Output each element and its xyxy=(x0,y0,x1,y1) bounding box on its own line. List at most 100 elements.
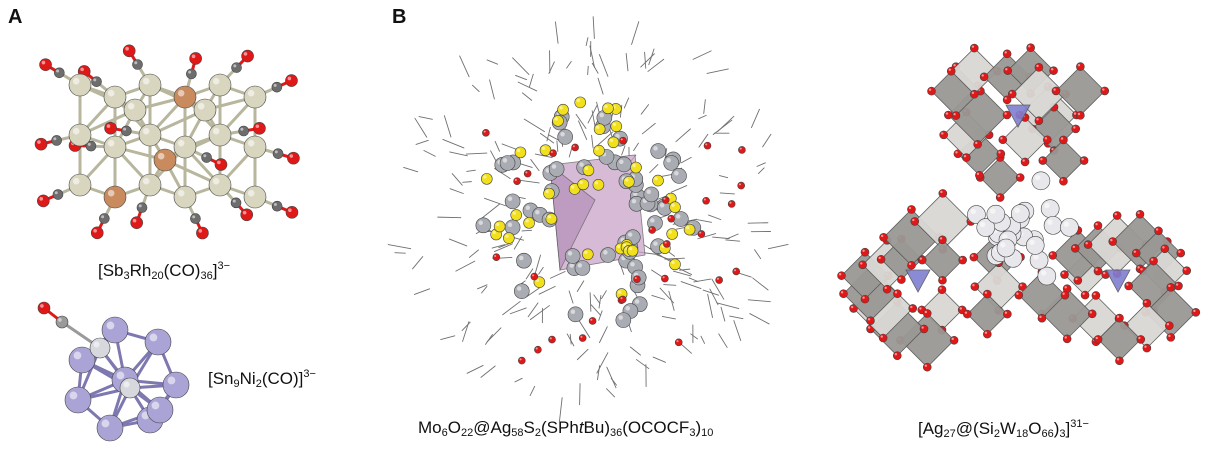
oxygen-atom-highlight xyxy=(705,143,707,145)
ligand-bond xyxy=(763,134,771,147)
oxygen-atom xyxy=(1050,67,1058,75)
oxygen-atom-highlight xyxy=(868,318,870,320)
sulfur-atom-highlight xyxy=(595,147,598,150)
oxygen-atom-highlight xyxy=(1018,175,1020,177)
oxygen-atom-highlight xyxy=(1020,284,1022,286)
oxygen-atom xyxy=(531,273,538,280)
antimony-atom xyxy=(104,186,126,208)
oxygen-atom-highlight xyxy=(899,277,901,279)
oxygen-atom-highlight xyxy=(925,311,927,313)
oxygen-atom-highlight xyxy=(729,202,731,204)
oxygen-atom xyxy=(1183,267,1191,275)
oxygen-atom-highlight xyxy=(243,211,247,215)
oxygen-atom-highlight xyxy=(1096,337,1098,339)
oxygen-atom-highlight xyxy=(946,112,948,114)
carbon-atom-highlight xyxy=(53,137,56,140)
rhodium-atom xyxy=(124,99,146,121)
oxygen-atom-highlight xyxy=(676,340,678,342)
oxygen-atom xyxy=(880,233,888,241)
oxygen-atom xyxy=(704,142,711,149)
ligand-bond xyxy=(510,308,526,314)
oxygen-atom xyxy=(493,254,500,261)
silver-atom-highlight xyxy=(603,250,608,255)
oxygen-atom xyxy=(1061,291,1069,299)
oxygen-atom-highlight xyxy=(878,257,880,259)
sulfur-atom-highlight xyxy=(686,226,689,229)
carbon-atom xyxy=(272,82,282,92)
oxygen-atom xyxy=(1052,87,1060,95)
oxygen-atom-highlight xyxy=(40,304,44,308)
oxygen-atom xyxy=(971,283,979,291)
oxygen-atom-highlight xyxy=(839,273,841,275)
ligand-bond xyxy=(577,349,588,359)
oxygen-atom-highlight xyxy=(929,89,931,91)
ligand-bond xyxy=(466,153,487,154)
oxygen-atom xyxy=(1059,136,1067,144)
silver-atom-highlight xyxy=(519,256,524,261)
oxygen-atom xyxy=(698,230,705,237)
oxygen-atom-highlight xyxy=(93,229,97,233)
silver-atom-highlight xyxy=(1033,254,1038,259)
oxygen-atom xyxy=(728,200,735,207)
sulfur-atom-highlight xyxy=(669,230,672,233)
ligand-bond xyxy=(414,289,429,295)
oxygen-atom-highlight xyxy=(1144,301,1146,303)
silver-atom xyxy=(558,129,573,144)
silver-atom-highlight xyxy=(1041,270,1046,275)
ligand-bond xyxy=(524,119,544,131)
ligand-bond xyxy=(710,289,718,305)
rhodium-atom-highlight xyxy=(73,78,80,85)
antimony-atom xyxy=(154,149,176,171)
oxygen-atom-highlight xyxy=(895,353,897,355)
ligand-bond xyxy=(652,270,662,277)
oxygen-atom xyxy=(999,136,1007,144)
oxygen-atom-highlight xyxy=(955,151,957,153)
oxygen-atom-highlight xyxy=(1065,336,1067,338)
ligand-bond xyxy=(590,293,591,311)
oxygen-atom-highlight xyxy=(739,183,741,185)
sulfur-atom xyxy=(553,115,564,126)
ligand-bond xyxy=(674,271,691,276)
silver-atom-highlight xyxy=(599,113,604,118)
ligand-bond xyxy=(449,239,466,246)
oxygen-atom-highlight xyxy=(573,145,575,147)
oxygen-atom-highlight xyxy=(107,124,111,128)
silver-atom-highlight xyxy=(1000,242,1005,247)
oxygen-atom-highlight xyxy=(1115,213,1117,215)
tin-atom xyxy=(147,397,173,423)
oxygen-atom xyxy=(938,286,946,294)
oxygen-atom-highlight xyxy=(975,142,977,144)
oxygen-atom xyxy=(675,339,682,346)
oxygen-atom xyxy=(1003,50,1011,58)
ligand-bond xyxy=(748,300,770,302)
oxygen-atom xyxy=(980,73,988,81)
carbon-atom xyxy=(190,214,200,224)
oxygen-atom xyxy=(911,217,919,225)
ligand-bond xyxy=(513,58,529,75)
rhodium-atom-highlight xyxy=(213,128,220,135)
oxygen-atom-highlight xyxy=(985,291,987,293)
silver-atom xyxy=(601,248,616,263)
silver-atom xyxy=(1044,216,1062,234)
oxygen-atom-highlight xyxy=(590,319,592,321)
ligand-bond xyxy=(727,234,738,239)
oxygen-atom-highlight xyxy=(192,55,196,59)
oxygen-atom-highlight xyxy=(1005,97,1007,99)
oxygen-atom xyxy=(1192,308,1200,316)
oxygen-atom-highlight xyxy=(1061,137,1063,139)
rhodium-atom xyxy=(104,136,126,158)
oxygen-atom-highlight xyxy=(717,278,719,280)
rhodium-atom xyxy=(104,86,126,108)
oxygen-atom-highlight xyxy=(1176,283,1178,285)
sulfur-atom xyxy=(524,217,535,228)
carbon-atom-highlight xyxy=(101,215,104,218)
ligand-bond xyxy=(518,82,537,91)
rhodium-atom-highlight xyxy=(108,140,115,147)
sulfur-atom xyxy=(611,121,622,132)
silver-atom-highlight xyxy=(660,203,665,208)
carbon-atom-highlight xyxy=(134,61,137,64)
ligand-bond xyxy=(664,285,676,286)
oxygen-atom-highlight xyxy=(909,263,911,265)
oxygen-atom xyxy=(286,206,298,218)
sulfur-atom-highlight xyxy=(595,181,598,184)
